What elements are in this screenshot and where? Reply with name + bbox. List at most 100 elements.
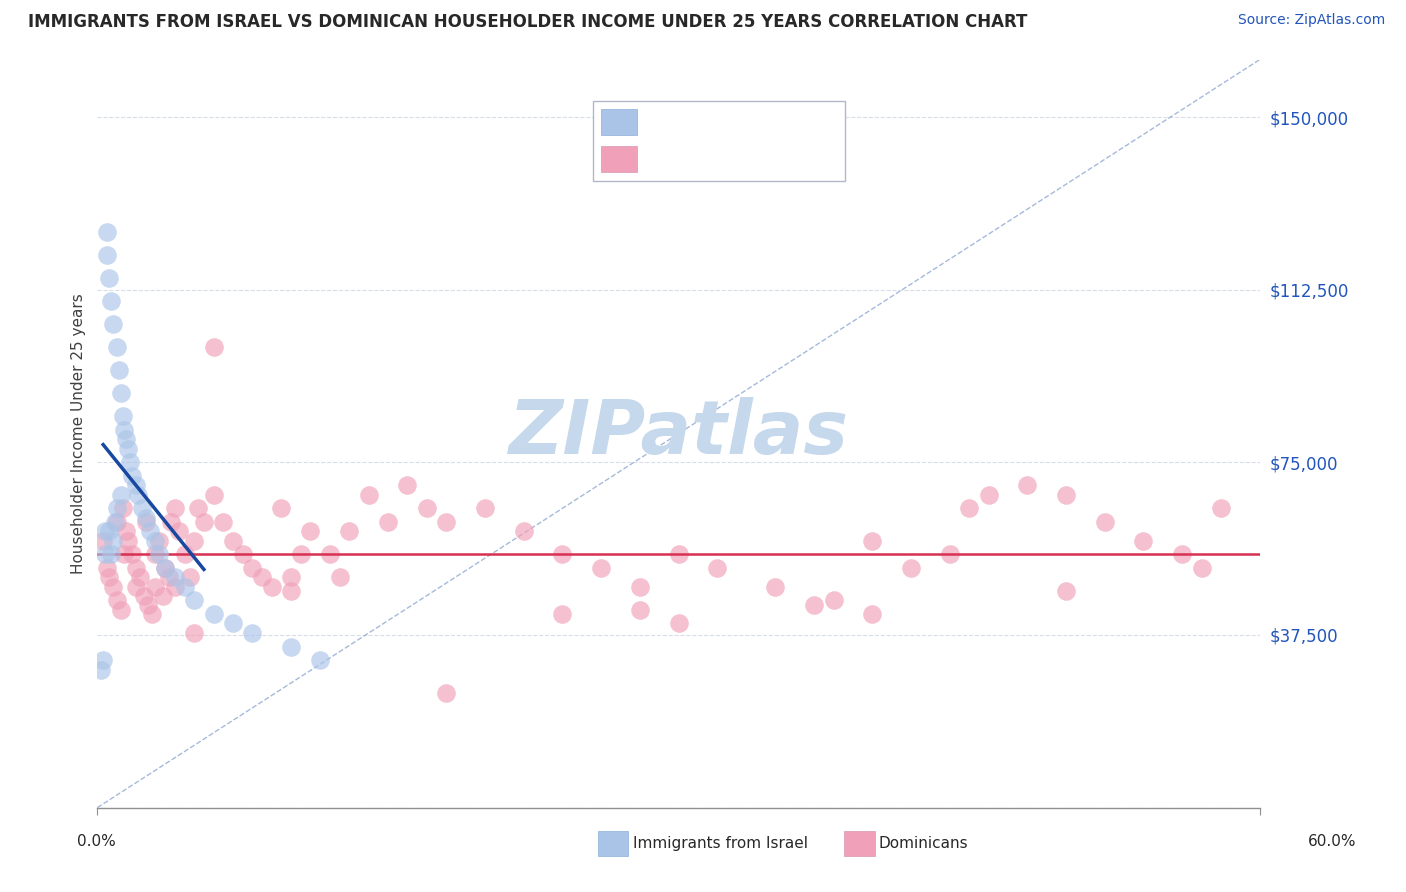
Point bbox=[396, 478, 419, 492]
FancyBboxPatch shape bbox=[593, 101, 845, 181]
Point bbox=[860, 533, 883, 548]
Point bbox=[551, 607, 574, 622]
Point bbox=[105, 501, 128, 516]
Point bbox=[105, 515, 128, 529]
Point bbox=[100, 294, 122, 309]
Point bbox=[98, 570, 121, 584]
Point bbox=[193, 515, 215, 529]
Point bbox=[668, 616, 690, 631]
Point bbox=[900, 561, 922, 575]
Point bbox=[115, 524, 138, 539]
Point bbox=[474, 501, 496, 516]
Point bbox=[101, 318, 124, 332]
Text: R =: R = bbox=[648, 150, 679, 168]
Point bbox=[290, 548, 312, 562]
Text: N =: N = bbox=[768, 113, 799, 131]
Point bbox=[173, 548, 195, 562]
Point bbox=[111, 501, 134, 516]
Point bbox=[90, 663, 112, 677]
Point bbox=[145, 580, 167, 594]
Text: 60.0%: 60.0% bbox=[1309, 834, 1357, 849]
Text: 40: 40 bbox=[811, 113, 835, 131]
Point bbox=[250, 570, 273, 584]
Point bbox=[202, 607, 225, 622]
Point bbox=[148, 548, 170, 562]
Point bbox=[136, 598, 159, 612]
Point bbox=[183, 625, 205, 640]
Point bbox=[270, 501, 292, 516]
Point bbox=[232, 548, 254, 562]
Point bbox=[1171, 548, 1194, 562]
Point bbox=[357, 487, 380, 501]
Point bbox=[212, 515, 235, 529]
Point bbox=[299, 524, 322, 539]
Point bbox=[115, 433, 138, 447]
Point bbox=[120, 455, 142, 469]
Point bbox=[117, 533, 139, 548]
Point bbox=[167, 524, 190, 539]
Point bbox=[163, 580, 186, 594]
Point bbox=[183, 593, 205, 607]
Point bbox=[939, 548, 962, 562]
Point bbox=[121, 469, 143, 483]
Point bbox=[141, 607, 163, 622]
Point bbox=[1017, 478, 1039, 492]
Point bbox=[96, 561, 118, 575]
Bar bbox=[600, 146, 637, 172]
Point bbox=[977, 487, 1000, 501]
Point bbox=[111, 409, 134, 424]
Point bbox=[240, 625, 263, 640]
Point bbox=[110, 386, 132, 401]
Point bbox=[589, 561, 612, 575]
Point bbox=[101, 533, 124, 548]
Point bbox=[125, 478, 148, 492]
Point bbox=[183, 533, 205, 548]
Point bbox=[152, 589, 174, 603]
Point bbox=[957, 501, 980, 516]
Point bbox=[163, 501, 186, 516]
Point bbox=[129, 570, 152, 584]
Point bbox=[628, 602, 651, 616]
Point bbox=[94, 548, 117, 562]
Point bbox=[148, 533, 170, 548]
Text: Immigrants from Israel: Immigrants from Israel bbox=[633, 837, 807, 851]
Point bbox=[823, 593, 845, 607]
Point bbox=[434, 515, 457, 529]
Text: IMMIGRANTS FROM ISRAEL VS DOMINICAN HOUSEHOLDER INCOME UNDER 25 YEARS CORRELATIO: IMMIGRANTS FROM ISRAEL VS DOMINICAN HOUS… bbox=[28, 13, 1028, 31]
Point bbox=[160, 515, 183, 529]
Point bbox=[202, 340, 225, 354]
Point bbox=[860, 607, 883, 622]
Point bbox=[763, 580, 786, 594]
Point bbox=[96, 225, 118, 239]
Point bbox=[163, 570, 186, 584]
Point bbox=[434, 685, 457, 699]
Text: 0.0%: 0.0% bbox=[77, 834, 117, 849]
Point bbox=[145, 533, 167, 548]
Point bbox=[105, 340, 128, 354]
Point bbox=[105, 593, 128, 607]
Point bbox=[94, 524, 117, 539]
Point bbox=[125, 561, 148, 575]
Point bbox=[280, 570, 302, 584]
Point bbox=[179, 570, 201, 584]
Point bbox=[668, 548, 690, 562]
Point bbox=[114, 548, 136, 562]
Point bbox=[132, 589, 155, 603]
Point bbox=[110, 602, 132, 616]
Point bbox=[153, 561, 176, 575]
Y-axis label: Householder Income Under 25 years: Householder Income Under 25 years bbox=[72, 293, 86, 574]
Point bbox=[415, 501, 437, 516]
Point bbox=[153, 561, 176, 575]
Point bbox=[222, 616, 245, 631]
Point bbox=[1132, 533, 1154, 548]
Text: Source: ZipAtlas.com: Source: ZipAtlas.com bbox=[1237, 13, 1385, 28]
Point bbox=[125, 580, 148, 594]
Point bbox=[1054, 584, 1077, 599]
Text: ZIPatlas: ZIPatlas bbox=[509, 397, 849, 470]
Point bbox=[135, 515, 157, 529]
Point bbox=[319, 548, 342, 562]
Point bbox=[114, 423, 136, 437]
Point bbox=[187, 501, 209, 516]
Point bbox=[706, 561, 728, 575]
Point bbox=[628, 580, 651, 594]
